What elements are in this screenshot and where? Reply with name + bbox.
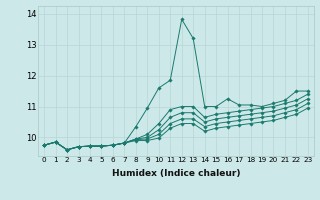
X-axis label: Humidex (Indice chaleur): Humidex (Indice chaleur)	[112, 169, 240, 178]
